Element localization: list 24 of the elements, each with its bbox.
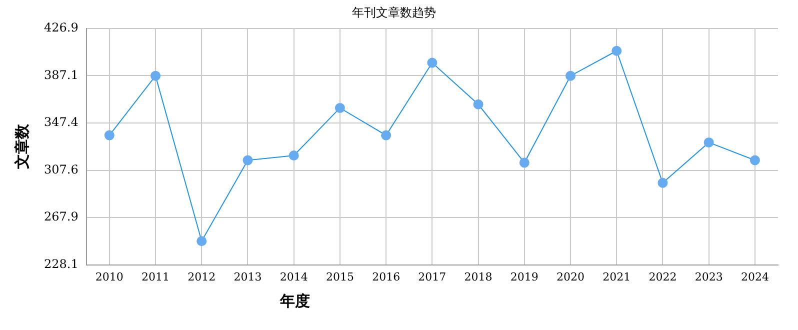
y-tick-label: 387.1 (44, 68, 78, 82)
x-tick-label: 2014 (280, 270, 308, 284)
y-tick-label: 267.9 (44, 210, 78, 224)
x-tick-label: 2011 (142, 270, 170, 284)
x-tick-label: 2012 (188, 270, 216, 284)
y-tick-label: 228.1 (44, 256, 78, 271)
x-tick-label: 2015 (326, 270, 354, 284)
y-axis-title: 文章数 (12, 123, 31, 170)
x-tick-label: 2021 (602, 270, 631, 284)
x-tick-label: 2017 (418, 270, 446, 284)
x-tick-label: 2024 (740, 270, 769, 284)
x-tick-label: 2010 (95, 270, 124, 284)
x-axis-title: 年度 (280, 292, 310, 311)
y-tick-label: 426.9 (44, 20, 78, 35)
x-tick-label: 2019 (510, 270, 538, 284)
x-tick-label: 2016 (372, 270, 400, 284)
y-tick-label: 347.4 (44, 115, 79, 130)
y-tick-label: 307.6 (44, 162, 78, 176)
chart-title: 年刊文章数趋势 (352, 5, 436, 20)
x-tick-label: 2022 (648, 270, 677, 284)
x-tick-label: 2023 (694, 270, 723, 284)
x-tick-label: 2018 (464, 270, 492, 284)
x-tick-label: 2020 (556, 270, 585, 284)
x-tick-label: 2013 (234, 270, 262, 284)
